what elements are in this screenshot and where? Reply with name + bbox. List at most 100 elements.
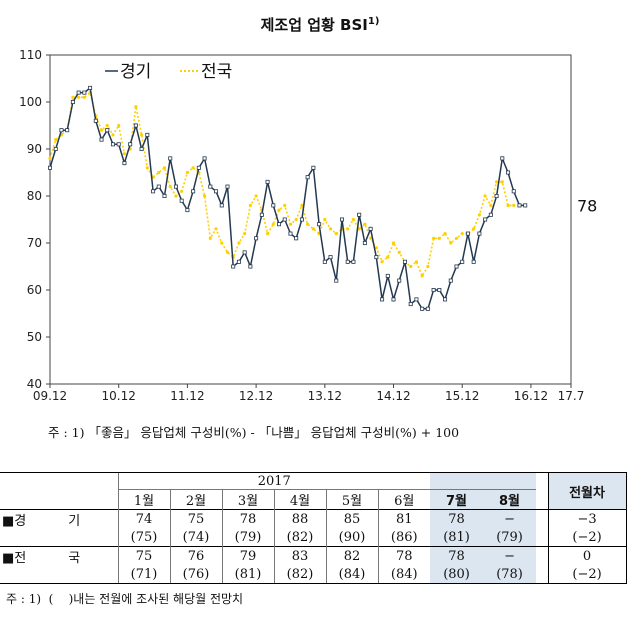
data-point <box>311 165 316 170</box>
table-cell: (79) <box>483 529 537 547</box>
month-header: 1월 <box>117 489 170 510</box>
table-cell: 78 <box>430 546 484 566</box>
data-point <box>409 264 413 269</box>
data-point <box>111 133 115 137</box>
data-point <box>506 170 511 175</box>
data-point <box>265 232 270 236</box>
data-point <box>483 194 487 198</box>
table-cell: (84) <box>325 566 378 584</box>
data-point <box>523 203 528 208</box>
data-point <box>271 222 275 226</box>
row-label-national: ■전 국 <box>0 546 118 566</box>
y-tick-label: 80 <box>27 189 42 203</box>
data-point <box>465 231 470 236</box>
month-header: 7월 <box>430 489 484 510</box>
chart-title: 제조업 업황 BSI1) <box>260 16 380 34</box>
legend-label-gyeonggi: 경기 <box>120 62 151 82</box>
table-cell: 78 <box>377 546 431 566</box>
data-point <box>294 217 298 222</box>
table-footnote: 주 : 1) ( )내는 전월에 조사된 해당월 전망치 <box>6 592 244 606</box>
table-cell: 75 <box>169 509 222 529</box>
data-point <box>471 259 476 264</box>
data-point <box>277 222 282 227</box>
data-point <box>174 194 178 198</box>
table-cell: (90) <box>325 529 378 547</box>
data-point <box>449 241 453 245</box>
data-point <box>369 236 373 240</box>
data-point <box>265 179 270 184</box>
data-point <box>402 259 407 264</box>
month-header: 3월 <box>221 489 274 510</box>
table-cell: (82) <box>273 529 326 547</box>
data-point <box>317 222 322 227</box>
table-cell: (75) <box>117 529 170 547</box>
data-point <box>168 185 172 189</box>
data-point <box>82 90 87 95</box>
y-tick-label: 110 <box>19 48 42 62</box>
data-point <box>414 297 419 302</box>
data-point <box>162 166 167 170</box>
data-point <box>362 240 367 245</box>
data-point <box>156 184 161 189</box>
data-point <box>88 85 93 90</box>
data-point <box>299 217 304 222</box>
data-point <box>334 278 339 283</box>
y-tick-label: 40 <box>27 377 42 391</box>
data-point <box>380 260 384 264</box>
table-cell: 76 <box>169 546 222 566</box>
data-point <box>271 203 276 208</box>
data-point <box>334 232 338 236</box>
data-point <box>288 222 293 226</box>
table-cell: 78 <box>221 509 274 529</box>
data-point <box>300 203 304 207</box>
data-point <box>431 236 436 240</box>
data-point <box>443 297 448 302</box>
data-point <box>54 138 58 142</box>
data-point <box>134 105 138 109</box>
data-point <box>231 264 236 269</box>
x-tick-label: 10.12 <box>102 389 136 403</box>
data-point <box>305 175 310 180</box>
table-cell: (74) <box>169 529 222 547</box>
table-cell: (80) <box>430 566 484 584</box>
data-point <box>77 95 81 99</box>
data-point <box>443 232 447 236</box>
data-point <box>380 297 385 302</box>
data-point <box>48 156 52 160</box>
data-point <box>277 208 281 212</box>
data-point <box>196 165 201 170</box>
legend-label-national: 전국 <box>201 62 232 82</box>
diff-cell: −3 <box>547 509 627 529</box>
table-cell: (81) <box>430 529 484 547</box>
data-point <box>99 137 104 142</box>
data-point <box>506 203 510 207</box>
data-point <box>351 217 356 222</box>
data-point <box>122 161 127 166</box>
data-point <box>500 156 505 161</box>
data-point <box>236 259 241 264</box>
data-point <box>386 255 390 259</box>
data-point <box>500 180 504 184</box>
table-cell: (84) <box>377 566 431 584</box>
data-point <box>254 194 258 198</box>
data-point <box>483 217 488 222</box>
data-point <box>179 198 184 203</box>
data-point <box>425 306 430 311</box>
data-point <box>59 128 64 133</box>
data-point <box>259 212 264 217</box>
data-point <box>328 227 333 231</box>
data-point <box>472 227 476 231</box>
data-point <box>248 203 252 207</box>
month-header: 2월 <box>169 489 222 510</box>
table-cell: 75 <box>117 546 170 566</box>
data-point <box>48 165 53 170</box>
data-point <box>489 203 493 207</box>
table-cell: 78 <box>430 509 484 529</box>
data-point <box>139 146 144 151</box>
data-point <box>397 278 402 283</box>
y-tick-label: 50 <box>27 330 42 344</box>
data-point <box>122 152 127 156</box>
data-point <box>202 194 207 198</box>
data-point <box>288 231 293 236</box>
data-point <box>351 259 356 264</box>
